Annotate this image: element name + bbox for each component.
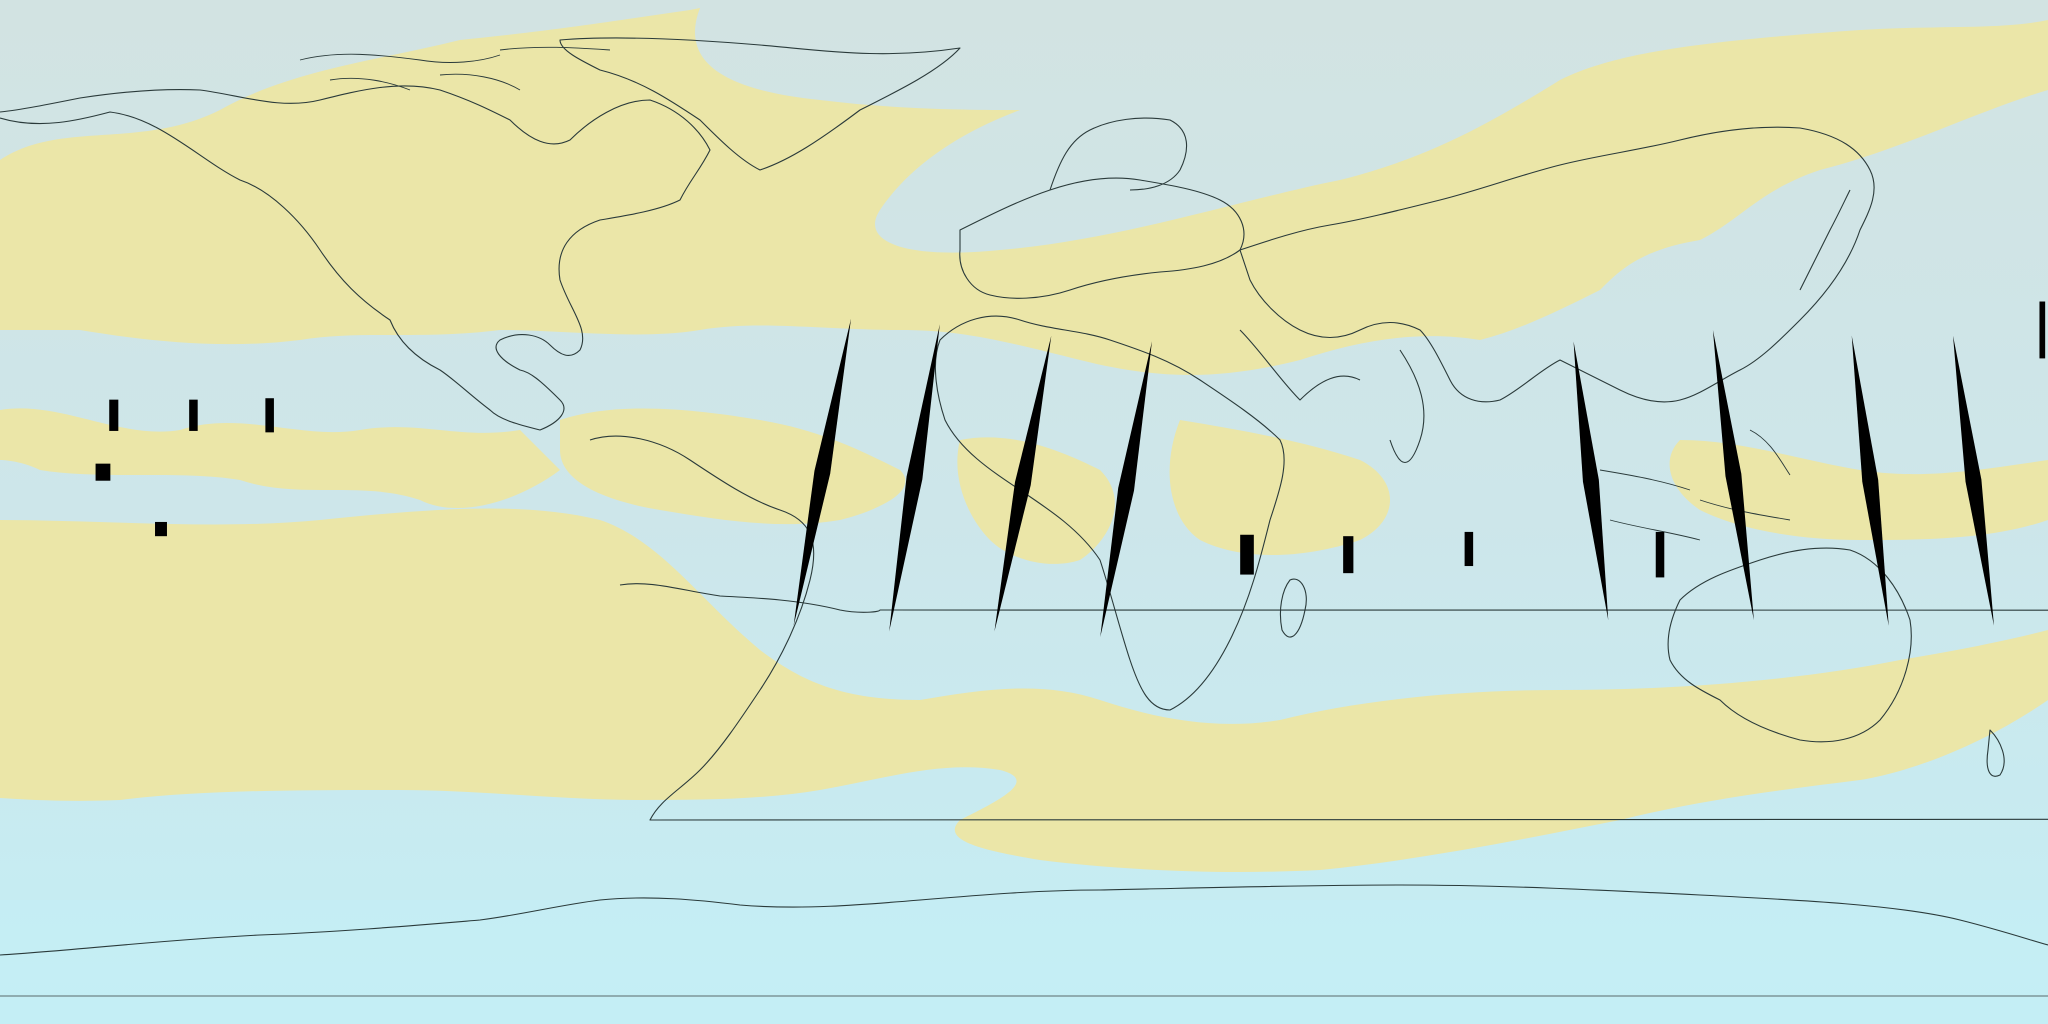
no-data-swath-4 [1100, 341, 1152, 638]
coast-greenland [559, 37, 961, 171]
no-data-patch-4 [95, 463, 111, 481]
no-data-patch-1 [109, 399, 119, 431]
no-data-patch-8 [1464, 531, 1474, 567]
no-data-patch-5 [155, 521, 167, 537]
coast-japan [1799, 189, 1851, 291]
field-tropical-west [0, 408, 560, 509]
no-data-swath-2 [889, 324, 940, 632]
no-data-patch-3 [265, 398, 274, 433]
no-data-gaps [95, 301, 2046, 638]
coastlines [0, 37, 2048, 956]
coast-australia [1667, 547, 1912, 743]
coast-arabia-india [1239, 329, 1425, 463]
coast-antarctica [0, 884, 2048, 956]
coast-scandinavia [1049, 117, 1188, 191]
high-value-field [0, 8, 2048, 872]
no-data-swath-8 [1573, 341, 1609, 621]
field-southern-band [0, 508, 2048, 872]
no-data-patch-6 [1240, 534, 1254, 575]
coast-asia [1239, 126, 1875, 403]
field-west-pacific [1669, 440, 2048, 540]
coast-madagascar [1279, 578, 1307, 638]
field-northern-band [0, 8, 2048, 375]
no-data-swath-5 [1952, 335, 1994, 626]
no-data-swath-1 [793, 318, 852, 626]
no-data-swath-6 [1851, 335, 1889, 626]
coast-indonesia [1599, 429, 1791, 541]
no-data-swath-7 [1712, 329, 1754, 621]
map-bottom-strip [0, 996, 2048, 1024]
no-data-patch-9 [1655, 531, 1665, 578]
coast-arctic-islands [299, 46, 611, 91]
no-data-patch-7 [1343, 536, 1354, 574]
coast-new-zealand [1986, 729, 2005, 777]
no-data-patch-10 [2039, 301, 2046, 359]
no-data-patch-2 [189, 399, 198, 431]
coast-north-america [0, 85, 711, 431]
no-data-swath-3 [994, 335, 1052, 632]
